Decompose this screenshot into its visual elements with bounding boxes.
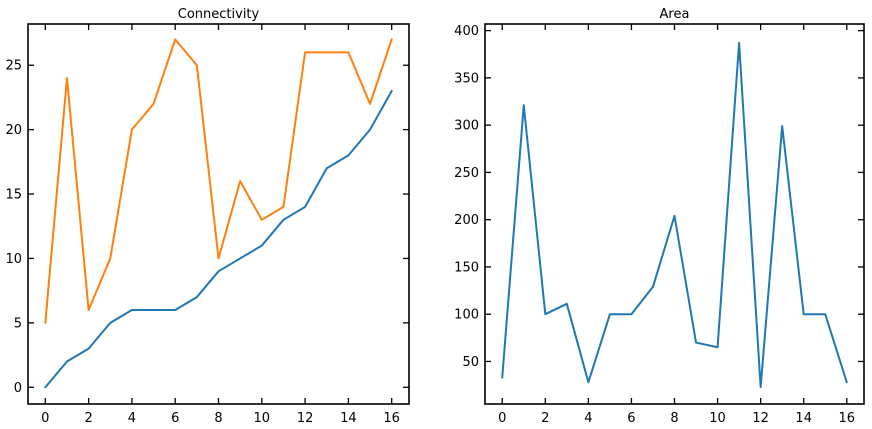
x-tick-label: 12 <box>297 411 314 426</box>
y-tick-label: 250 <box>454 166 479 181</box>
x-tick-label: 10 <box>254 411 271 426</box>
y-tick-label: 20 <box>5 123 22 138</box>
x-tick-label: 14 <box>340 411 357 426</box>
x-tick-label: 8 <box>214 411 222 426</box>
x-tick-label: 16 <box>838 411 855 426</box>
x-tick-label: 6 <box>171 411 179 426</box>
panel-2-axes-frame <box>484 23 865 405</box>
y-tick-label: 150 <box>454 260 479 275</box>
panel-1-series-1-line <box>44 89 393 389</box>
y-tick-label: 350 <box>454 71 479 86</box>
y-tick-label: 5 <box>14 316 22 331</box>
x-tick-label: 0 <box>41 411 49 426</box>
x-tick-label: 10 <box>709 411 726 426</box>
x-tick-label: 12 <box>752 411 769 426</box>
x-tick-label: 6 <box>627 411 635 426</box>
panel-2: 0 2 4 6 8 10 12 14 16 50 100 150 200 250 300 350 400 Area <box>454 7 865 426</box>
y-tick-label: 25 <box>5 59 22 74</box>
panel-1-title: Connectivity <box>178 7 260 22</box>
x-tick-label: 0 <box>498 411 506 426</box>
panel-2-title: Area <box>660 7 690 22</box>
y-tick-label: 300 <box>454 119 479 134</box>
y-tick-label: 10 <box>5 252 22 267</box>
y-tick-label: 15 <box>5 188 22 203</box>
x-tick-label: 14 <box>795 411 812 426</box>
x-tick-label: 4 <box>128 411 136 426</box>
x-tick-label: 4 <box>584 411 592 426</box>
y-tick-label: 100 <box>454 308 479 323</box>
y-tick-label: 50 <box>462 355 479 370</box>
panel-1-axes-frame <box>27 23 410 405</box>
y-tick-label: 0 <box>14 381 22 396</box>
panel-2-series-1-line <box>501 41 848 388</box>
panel-1: 0 2 4 6 8 10 12 14 16 0 5 10 15 20 25 Connectivity <box>5 7 410 426</box>
x-tick-label: 2 <box>541 411 549 426</box>
x-tick-label: 2 <box>84 411 92 426</box>
y-tick-label: 400 <box>454 24 479 39</box>
panel-1-series-2-line <box>44 38 393 324</box>
y-tick-label: 200 <box>454 213 479 228</box>
x-tick-label: 8 <box>670 411 678 426</box>
x-tick-label: 16 <box>383 411 400 426</box>
